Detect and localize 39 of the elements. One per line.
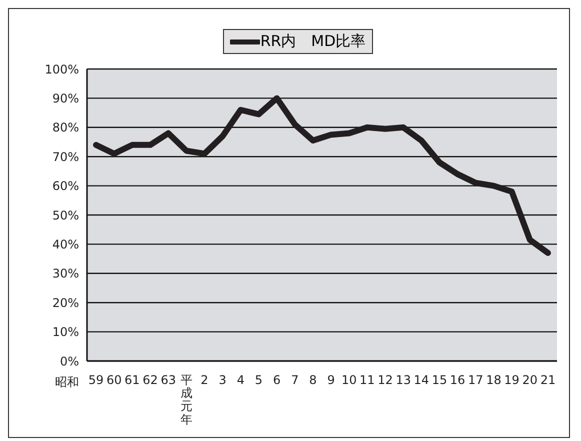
x-tick-label: 6 xyxy=(272,372,281,387)
x-tick-label: 16 xyxy=(450,372,466,387)
y-tick-label: 70% xyxy=(52,150,79,164)
x-tick-label: 17 xyxy=(468,372,484,387)
x-tick-label: 7 xyxy=(291,372,299,387)
x-tick-label: 60 xyxy=(106,372,122,387)
y-tick-label: 10% xyxy=(52,325,79,340)
x-tick-label: 3 xyxy=(218,372,226,387)
x-tick-label: 19 xyxy=(504,372,520,387)
y-tick-label: 90% xyxy=(52,91,79,106)
x-tick-label: 62 xyxy=(142,372,158,387)
x-tick-label: 18 xyxy=(486,372,502,387)
x-tick-label: 12 xyxy=(378,372,393,387)
y-tick-label: 50% xyxy=(52,208,79,222)
x-tick-label: 5 xyxy=(254,372,263,387)
x-tick-label: 2 xyxy=(200,372,208,387)
y-tick-label: 80% xyxy=(52,120,79,135)
x-tick-label: 20 xyxy=(522,372,538,387)
x-tick-label: 9 xyxy=(327,372,335,387)
y-tick-label: 60% xyxy=(52,179,79,194)
x-tick-label: 59 xyxy=(88,372,104,387)
x-tick-label: 8 xyxy=(309,372,317,387)
x-tick-label: 63 xyxy=(160,372,176,387)
y-tick-label: 0% xyxy=(60,354,79,368)
y-tick-label: 30% xyxy=(52,266,79,281)
y-tick-label: 40% xyxy=(52,237,79,252)
x-tick-label: 21 xyxy=(540,372,556,387)
text: 昭和 xyxy=(55,374,79,389)
x-tick-label: 平成元年 xyxy=(180,372,192,426)
x-tick-label: 61 xyxy=(124,372,140,387)
x-tick-label: 4 xyxy=(236,372,244,387)
y-tick-label: 20% xyxy=(52,296,79,310)
x-tick-label: 11 xyxy=(360,372,375,387)
x-tick-label: 10 xyxy=(341,372,357,387)
y-tick-label: 100% xyxy=(44,62,79,76)
legend-label: RR内 MD比率 xyxy=(260,32,366,51)
x-tick-label: 13 xyxy=(396,372,411,387)
x-tick-label: 14 xyxy=(414,372,430,387)
x-tick-label: 15 xyxy=(432,372,448,387)
